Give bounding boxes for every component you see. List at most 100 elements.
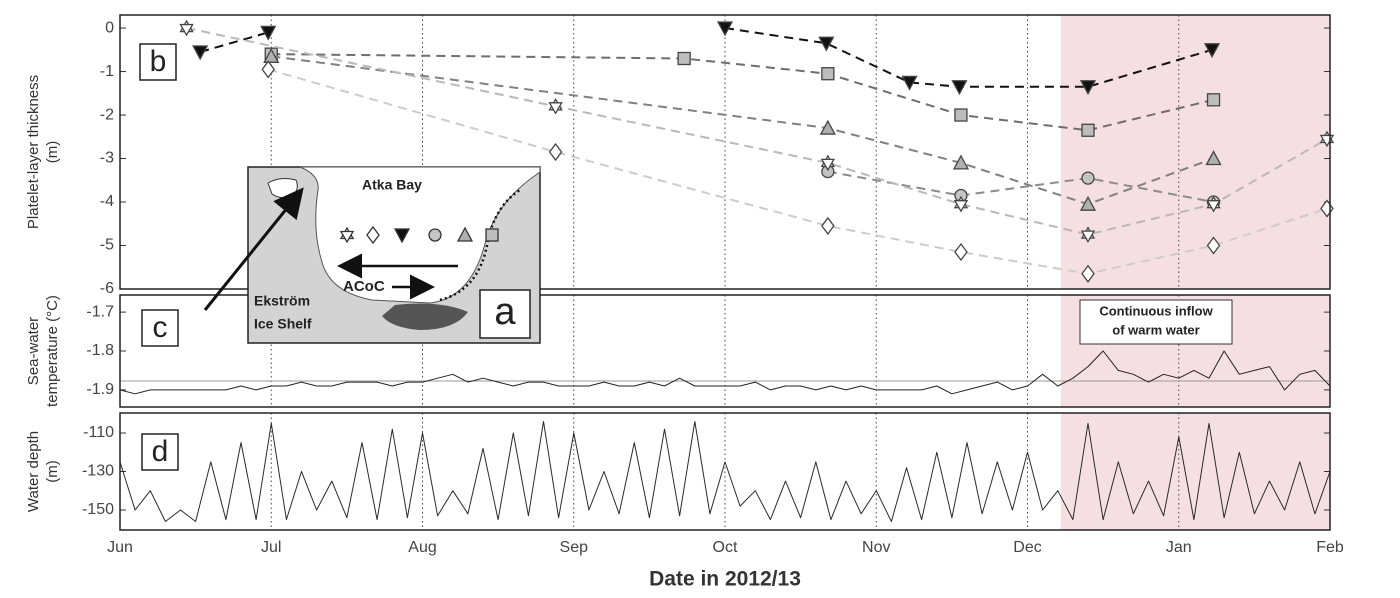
data-point	[179, 19, 194, 37]
annotation: of warm water	[1112, 322, 1199, 337]
series-line	[271, 53, 1214, 132]
data-point	[1203, 43, 1221, 59]
ice-rise	[267, 178, 298, 199]
data-point	[1081, 123, 1095, 137]
annotation: Continuous inflow	[1099, 303, 1213, 318]
data-point	[951, 80, 968, 96]
panel-label: d	[152, 435, 169, 468]
data-point	[1205, 150, 1222, 166]
x-tick-label: Nov	[862, 539, 890, 556]
y-tick-label: -1.8	[86, 342, 114, 359]
y-tick-label: -3	[100, 150, 114, 167]
star-part	[339, 230, 355, 244]
data-point	[952, 154, 970, 170]
y-axis-label: temperature (°C)	[44, 295, 61, 407]
annotation-box	[1079, 299, 1233, 345]
ice-front	[382, 303, 468, 330]
x-tick-label: Sep	[560, 539, 589, 556]
y-tick-label: -5	[100, 237, 114, 254]
inset-label-box	[479, 289, 531, 339]
data-point	[716, 21, 734, 37]
star-part	[953, 200, 969, 213]
inset-shelf-label: Ice Shelf	[254, 316, 312, 332]
panel-label-box	[139, 43, 177, 81]
x-tick-label: Jan	[1166, 539, 1192, 556]
data-point	[263, 47, 280, 63]
x-tick-label: Jul	[261, 539, 281, 556]
panel-label: c	[153, 311, 168, 344]
x-tick-label: Jun	[107, 539, 133, 556]
y-tick-label: -6	[100, 280, 114, 297]
data-point	[821, 216, 835, 236]
inset-bay-label: Atka Bay	[362, 177, 422, 193]
data-point	[820, 154, 836, 172]
star-part	[1206, 200, 1221, 213]
data-point	[954, 242, 968, 262]
y-axis-label: Water depth	[25, 431, 42, 512]
inset-symbol	[339, 226, 355, 244]
y-tick-label: -1	[100, 63, 114, 80]
panel-label: b	[150, 45, 167, 78]
series-line	[199, 27, 1213, 88]
data-point	[1081, 264, 1095, 283]
x-tick-label: Aug	[408, 539, 436, 556]
inset-map: Atka Bay ACoC Ekström Ice Shelf a	[247, 166, 541, 344]
y-tick-label: 0	[105, 19, 114, 36]
x-tick-label: Dec	[1013, 539, 1041, 556]
y-tick-label: -110	[83, 424, 114, 441]
y-axis-label: Sea-water	[25, 317, 42, 385]
y-tick-label: -2	[100, 106, 114, 123]
y-tick-label: -4	[100, 193, 114, 210]
panel-frame	[119, 14, 1331, 290]
data-point	[261, 60, 276, 79]
panel-label-box	[141, 309, 179, 347]
inset-current-label: ACoC	[343, 278, 385, 295]
star-part	[820, 158, 836, 172]
data-point	[548, 98, 563, 115]
data-point	[953, 195, 969, 213]
star-part	[548, 102, 563, 115]
inset-symbol	[428, 228, 442, 242]
data-point	[1079, 80, 1097, 96]
y-tick-label: -150	[82, 501, 114, 518]
inset-symbol	[393, 228, 411, 244]
data-point	[901, 75, 918, 91]
x-tick-label: Oct	[713, 539, 738, 556]
y-tick-label: -130	[82, 463, 114, 480]
data-point	[1081, 171, 1095, 185]
y-tick-label: -1.7	[86, 303, 114, 320]
y-axis-label: (m)	[44, 460, 61, 483]
inset-panel-label: a	[494, 291, 516, 333]
data-point	[1206, 93, 1221, 107]
inset-symbol	[366, 225, 380, 245]
data-point	[548, 142, 563, 162]
y-tick-label: -1.9	[86, 381, 114, 398]
data-point	[677, 51, 691, 66]
series-line	[119, 350, 1331, 395]
data-point	[1206, 195, 1221, 213]
data-point	[260, 25, 277, 41]
warm-inflow-shade	[1060, 15, 1330, 289]
panel-frame	[119, 294, 1331, 408]
inset-symbol	[456, 226, 474, 242]
y-axis-label: Platelet-layer thickness	[25, 75, 42, 229]
location-arrow	[203, 187, 304, 311]
inset-shelf-label: Ekström	[254, 293, 310, 309]
y-axis-label: (m)	[44, 141, 61, 164]
data-point	[819, 119, 836, 135]
data-point	[1079, 195, 1097, 211]
data-point	[192, 45, 209, 61]
star-part	[1080, 230, 1096, 243]
data-point	[1080, 226, 1096, 243]
series-line	[119, 421, 1331, 522]
data-point	[821, 67, 835, 81]
data-point	[1206, 236, 1221, 255]
star-part	[179, 23, 194, 37]
panel-label-box	[141, 433, 179, 471]
data-point	[954, 108, 968, 122]
inset-symbol	[485, 228, 499, 242]
x-axis-title: Date in 2012/13	[649, 568, 801, 591]
x-tick-label: Feb	[1316, 539, 1344, 556]
panel-frame	[119, 412, 1331, 531]
